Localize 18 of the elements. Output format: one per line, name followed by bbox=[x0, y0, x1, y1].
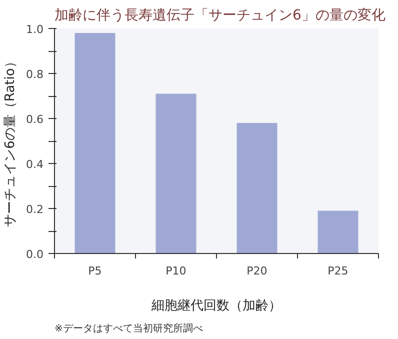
bar bbox=[74, 33, 116, 254]
y-axis-title: サーチュイン6の量（Ratio） bbox=[3, 55, 18, 227]
bar bbox=[156, 94, 196, 254]
x-tick-label: P10 bbox=[166, 264, 186, 278]
y-tick-label: 0.0 bbox=[26, 248, 44, 261]
y-tick-label: 1.0 bbox=[26, 23, 44, 36]
x-axis-title: 細胞継代回数（加齢） bbox=[150, 298, 282, 314]
x-tick-label: P25 bbox=[328, 264, 348, 278]
y-tick-label: 0.6 bbox=[26, 113, 44, 126]
x-tick-label: P5 bbox=[88, 264, 102, 278]
x-tick-label: P20 bbox=[246, 264, 268, 278]
y-tick-label: 0.8 bbox=[26, 68, 44, 81]
y-tick-label: 0.4 bbox=[26, 158, 44, 171]
bar bbox=[318, 210, 358, 254]
text: ※データはすべて当初研究所調べ bbox=[54, 322, 203, 334]
chart-title: 加齢に伴う長寿遺伝子「サーチュイン6」の量の変化 bbox=[54, 8, 386, 24]
bar bbox=[236, 123, 278, 254]
y-tick-label: 0.2 bbox=[26, 203, 44, 216]
